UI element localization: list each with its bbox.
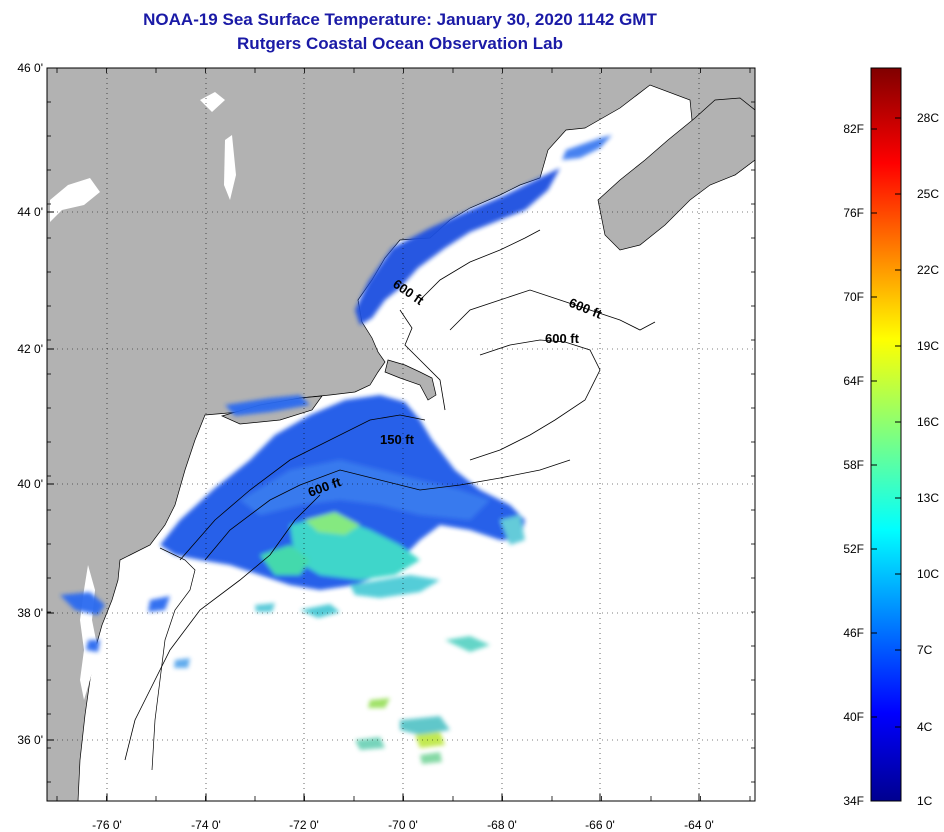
lon-tick-label: -64 0' — [684, 818, 714, 832]
colorbar-label-f: 58F — [843, 458, 864, 472]
colorbar-label-f: 76F — [843, 206, 864, 220]
colorbar-label-c: 1C — [917, 794, 933, 808]
map-title: NOAA-19 Sea Surface Temperature: January… — [143, 10, 657, 29]
colorbar-gradient — [870, 67, 902, 802]
sst-data-layer — [60, 135, 612, 764]
lon-tick-label: -68 0' — [487, 818, 517, 832]
colorbar-label-c: 4C — [917, 720, 933, 734]
lat-tick-label: 42 0' — [17, 342, 43, 356]
graticule — [47, 68, 755, 801]
colorbar-label-c: 10C — [917, 567, 939, 581]
lon-tick-label: -76 0' — [92, 818, 122, 832]
lon-tick-label: -74 0' — [191, 818, 221, 832]
colorbar-label-f: 82F — [843, 122, 864, 136]
colorbar-label-f: 70F — [843, 290, 864, 304]
map-subtitle: Rutgers Coastal Ocean Observation Lab — [237, 34, 563, 53]
lon-tick-label: -72 0' — [289, 818, 319, 832]
colorbar-label-c: 22C — [917, 263, 939, 277]
land-north-america — [47, 68, 755, 801]
colorbar-label-f: 40F — [843, 710, 864, 724]
colorbar-label-f: 52F — [843, 542, 864, 556]
colorbar-label-f: 64F — [843, 374, 864, 388]
lon-tick-label: -66 0' — [585, 818, 615, 832]
colorbar-fahrenheit-labels: 82F 76F 70F 64F 58F 52F 46F 40F 34F — [843, 122, 877, 808]
contour-label: 150 ft — [380, 432, 415, 447]
colorbar-label-c: 16C — [917, 415, 939, 429]
lat-tick-label: 38 0' — [17, 606, 43, 620]
bathymetry-contours — [124, 229, 656, 761]
latitude-axis: 46 0' 44 0' 42 0' 40 0' 38 0' 36 0' — [17, 61, 755, 783]
lon-tick-label: -70 0' — [388, 818, 418, 832]
longitude-axis: -76 0' -74 0' -72 0' -70 0' -68 0' -66 0' -64 … — [56, 68, 751, 832]
lat-tick-label: 46 0' — [17, 61, 43, 75]
lat-tick-label: 44 0' — [17, 205, 43, 219]
lat-tick-label: 36 0' — [17, 733, 43, 747]
colorbar-label-f: 34F — [843, 794, 864, 808]
inland-lake — [200, 92, 225, 112]
colorbar-label-c: 25C — [917, 187, 939, 201]
colorbar-label-f: 46F — [843, 626, 864, 640]
lat-tick-label: 40 0' — [17, 477, 43, 491]
colorbar-label-c: 28C — [917, 111, 939, 125]
colorbar-label-c: 13C — [917, 491, 939, 505]
coastline-nj — [151, 547, 196, 771]
inland-lake — [224, 135, 236, 200]
contour-label: 600 ft — [545, 331, 580, 346]
land-cape-cod — [384, 359, 437, 401]
inland-lake — [50, 178, 100, 222]
colorbar-label-c: 19C — [917, 339, 939, 353]
colorbar-label-c: 7C — [917, 643, 933, 657]
colorbar-celsius-labels: 28C 25C 22C 19C 16C 13C 10C 7C 4C 1C — [895, 111, 939, 808]
